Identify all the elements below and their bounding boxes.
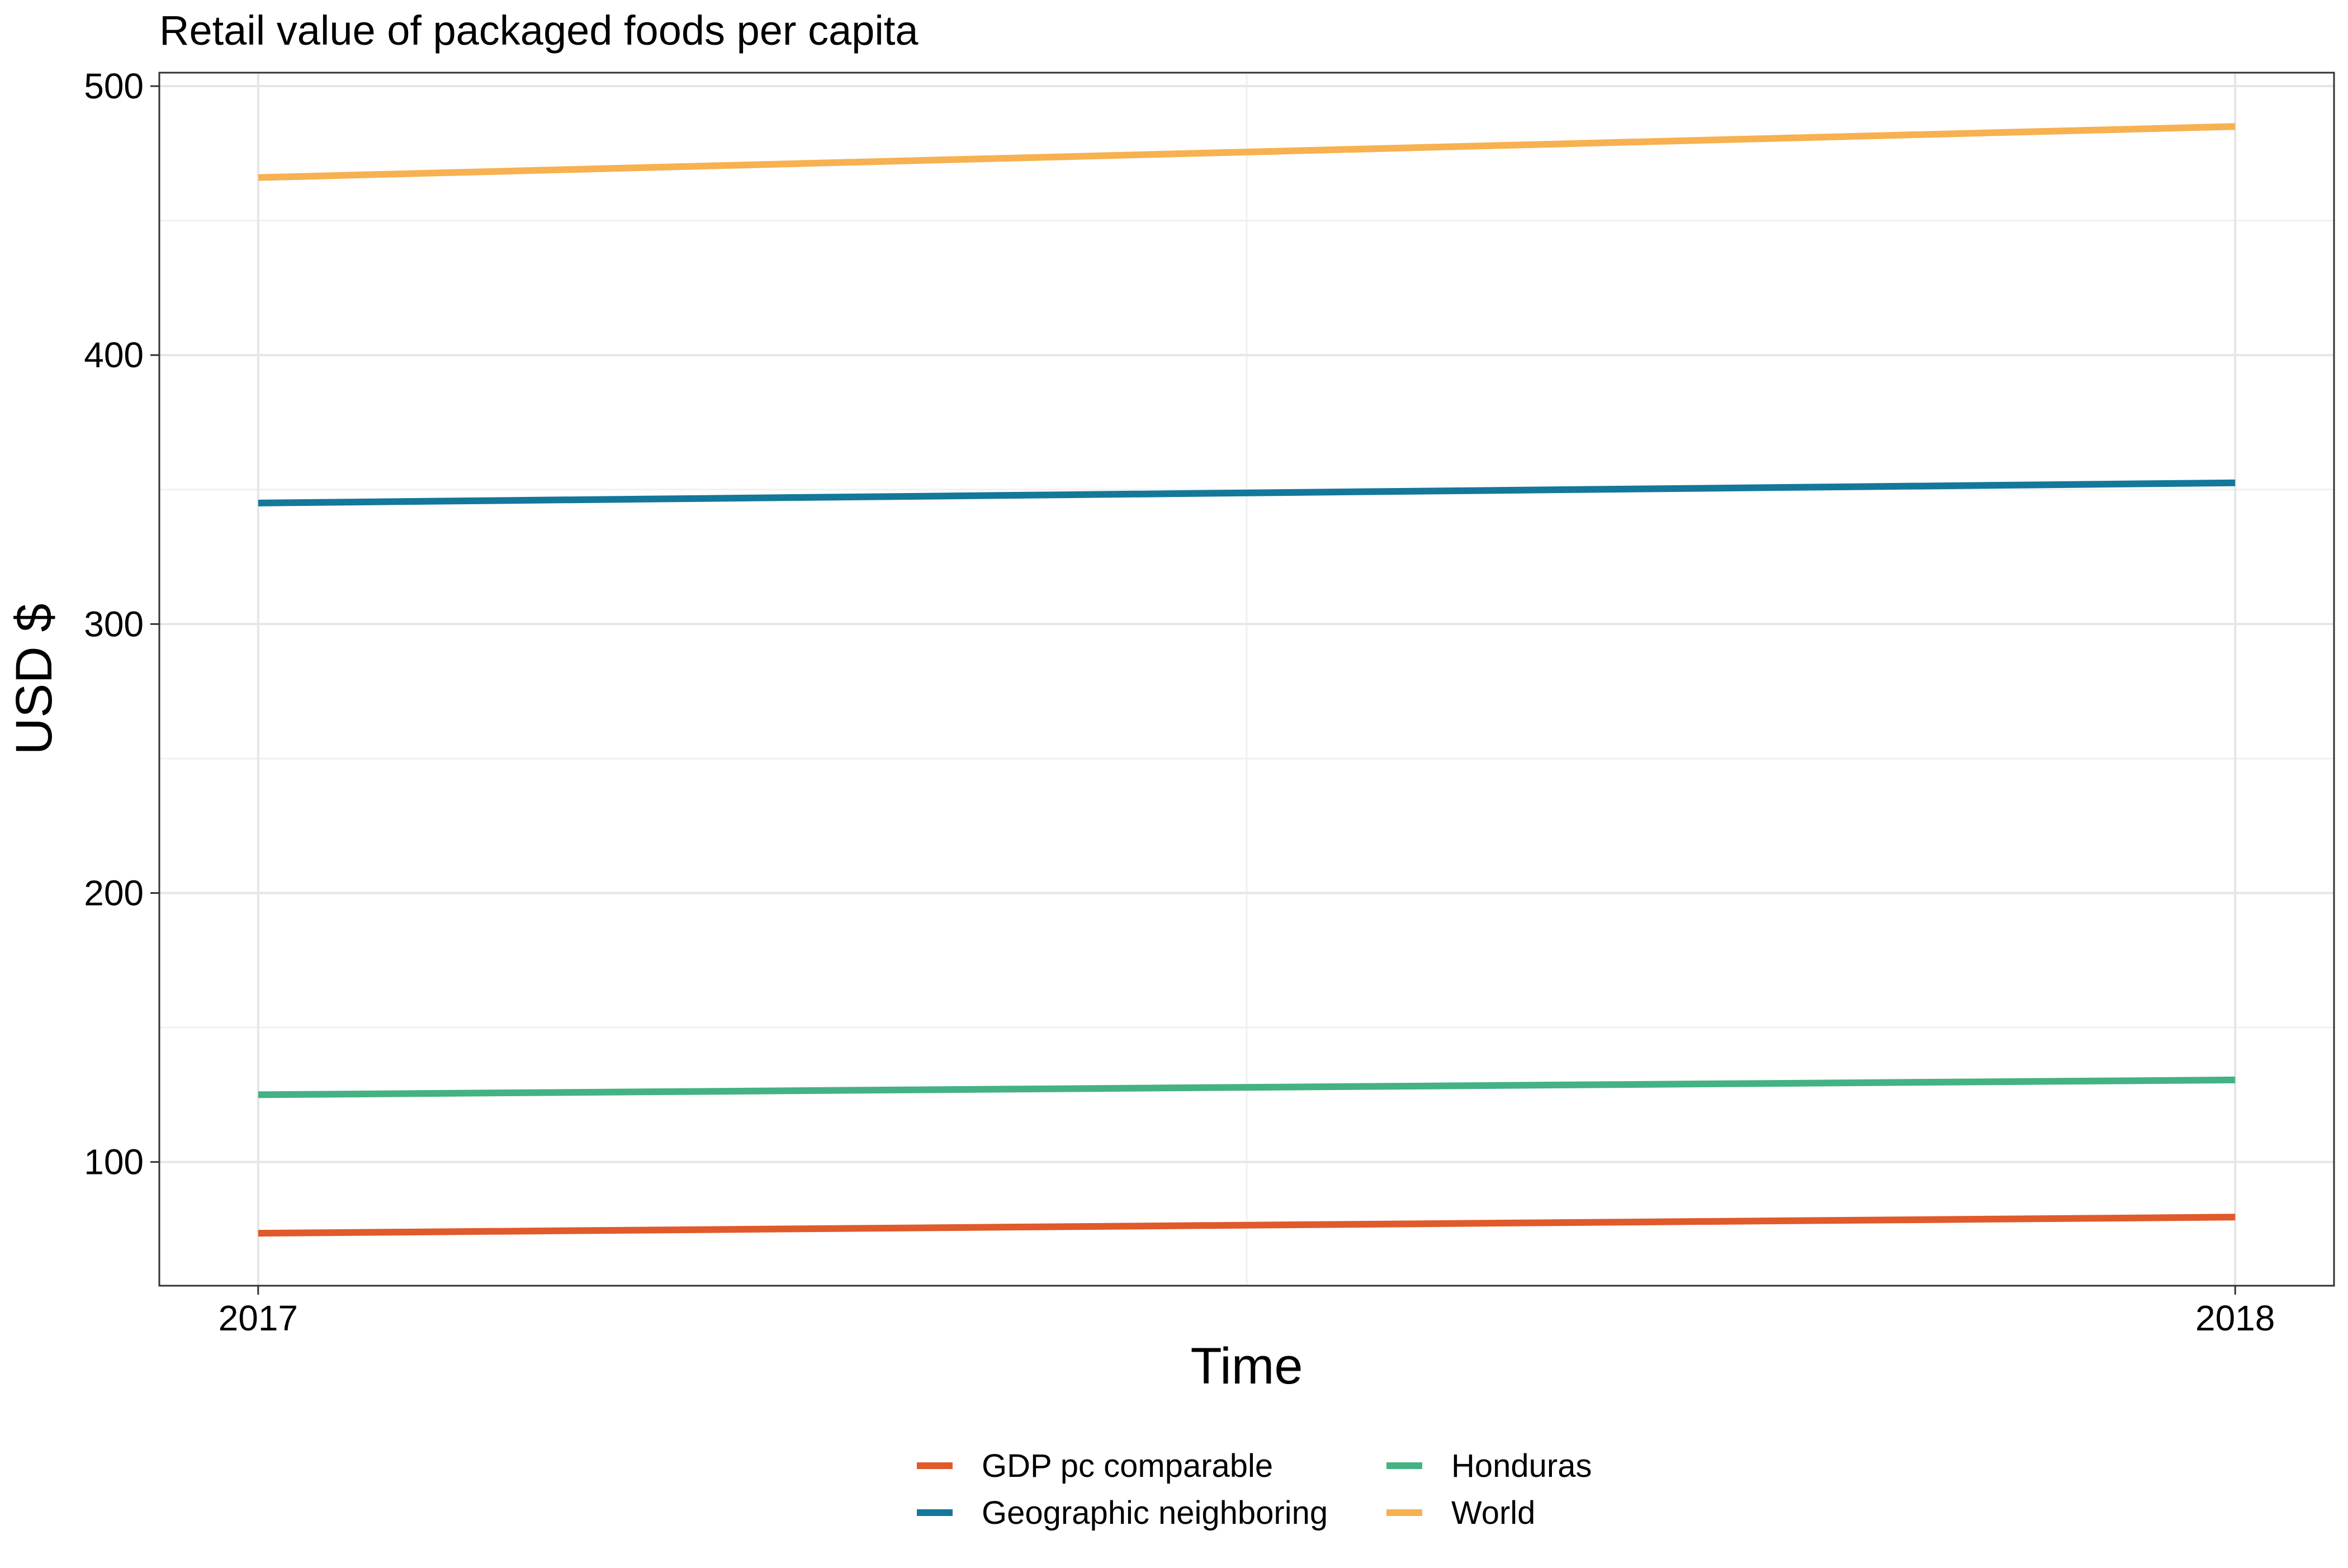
- legend-label-world: World: [1451, 1495, 1535, 1531]
- x-axis-label: Time: [1190, 1338, 1303, 1395]
- y-tick-label: 500: [84, 66, 144, 106]
- grid: [159, 73, 2334, 1286]
- legend-label-gdp-pc-comparable: GDP pc comparable: [982, 1448, 1273, 1484]
- series-line-gdp-pc-comparable: [258, 1214, 2236, 1237]
- x-tick-label: 2018: [2195, 1298, 2275, 1338]
- legend-label-honduras: Honduras: [1451, 1448, 1592, 1484]
- y-tick-label: 200: [84, 873, 144, 913]
- legend: GDP pc comparable Geographic neighboring H…: [917, 1448, 1592, 1531]
- y-axis-label: USD $: [6, 604, 63, 755]
- series-line-world: [258, 123, 2236, 181]
- series-line-honduras: [258, 1076, 2236, 1098]
- chart-title: Retail value of packaged foods per capit…: [159, 7, 919, 54]
- x-axis: 2017 2018: [219, 1286, 2275, 1338]
- y-tick-label: 300: [84, 604, 144, 644]
- y-axis: 100 200 300 400 500: [84, 66, 159, 1182]
- series-line-geographic-neighboring: [258, 479, 2236, 506]
- y-tick-label: 400: [84, 335, 144, 375]
- legend-label-geographic-neighboring: Geographic neighboring: [982, 1495, 1328, 1531]
- x-tick-label: 2017: [219, 1298, 298, 1338]
- series-lines: [258, 123, 2236, 1237]
- plot-panel-border: [158, 72, 2335, 1287]
- y-tick-label: 100: [84, 1142, 144, 1182]
